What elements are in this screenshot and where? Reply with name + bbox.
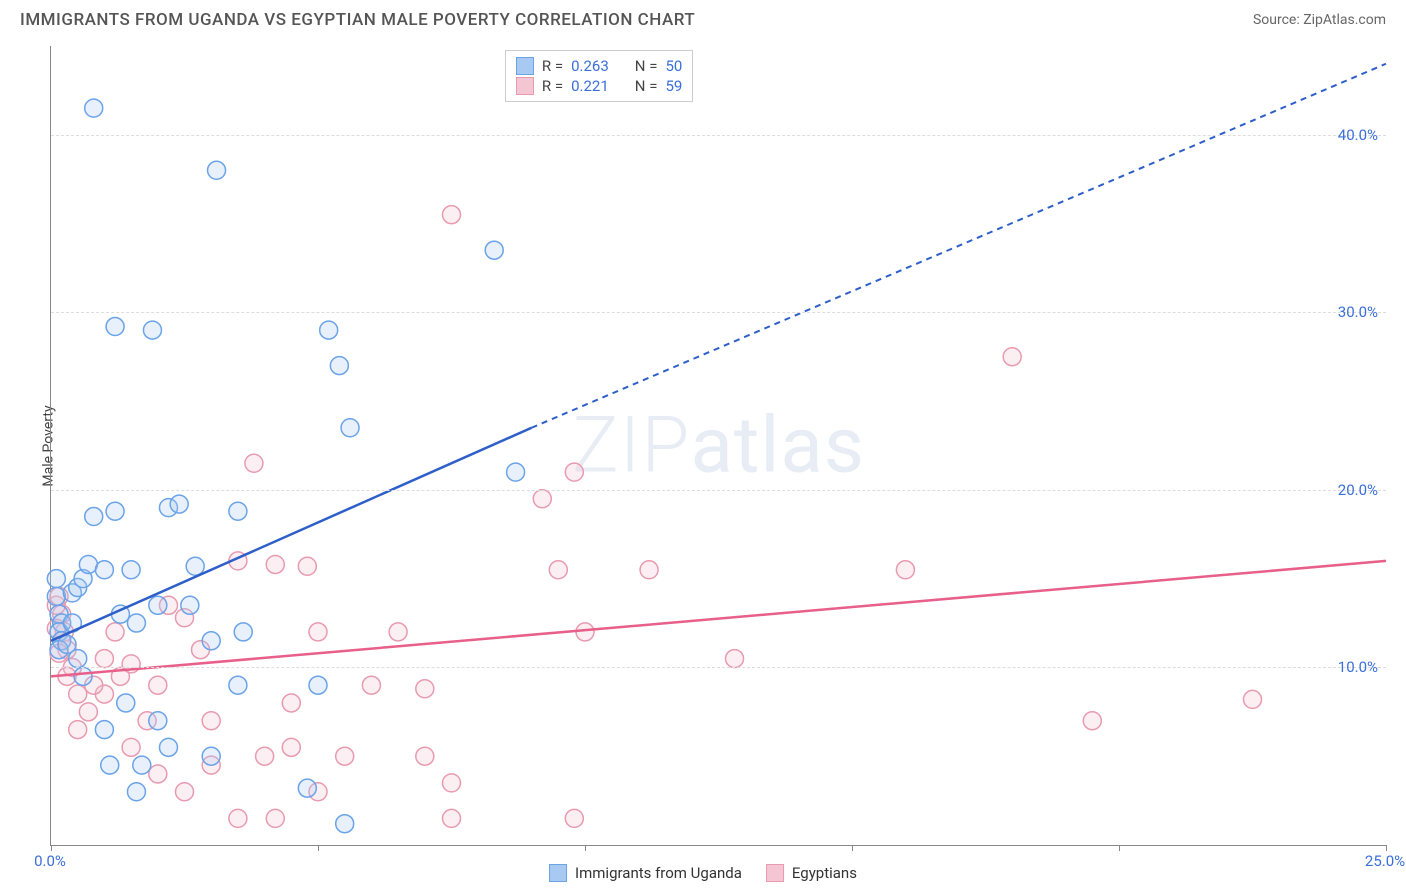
r-label: R = xyxy=(542,57,563,75)
source-attribution: Source: ZipAtlas.com xyxy=(1253,12,1386,28)
legend-swatch xyxy=(549,864,567,882)
y-tick-label: 40.0% xyxy=(1338,126,1378,144)
x-tick xyxy=(318,845,319,851)
legend-swatch xyxy=(516,77,534,95)
legend-label: Egyptians xyxy=(792,864,857,882)
x-tick xyxy=(852,845,853,851)
n-label: N = xyxy=(635,57,658,75)
n-value: 50 xyxy=(665,57,682,75)
y-tick-label: 10.0% xyxy=(1338,658,1378,676)
x-tick xyxy=(1386,845,1387,851)
chart-title: IMMIGRANTS FROM UGANDA VS EGYPTIAN MALE … xyxy=(20,10,695,30)
chart-plot-area: ZIPatlas R =0.263N =50R =0.221N =59 10.0… xyxy=(50,46,1386,846)
correlation-legend: R = 0.263 N = 50 R = 0.221 N = 59 xyxy=(505,50,693,102)
scatter-svg xyxy=(51,46,1386,845)
legend-item: Immigrants from Uganda xyxy=(549,864,742,882)
x-tick xyxy=(1119,845,1120,851)
x-tick-label: 25.0% xyxy=(1365,852,1405,870)
n-value: 59 xyxy=(665,77,682,95)
series-legend: Immigrants from Uganda Egyptians xyxy=(549,864,857,882)
legend-swatch xyxy=(766,864,784,882)
gridline xyxy=(51,667,1386,668)
x-tick xyxy=(585,845,586,851)
gridline xyxy=(51,312,1386,313)
x-tick-label: 0.0% xyxy=(34,852,66,870)
gridline xyxy=(51,135,1386,136)
legend-swatch xyxy=(516,57,534,75)
x-tick xyxy=(51,845,52,851)
r-value: 0.221 xyxy=(571,77,609,95)
n-label: N = xyxy=(635,77,658,95)
y-tick-label: 20.0% xyxy=(1338,481,1378,499)
legend-row: R = 0.221 N = 59 xyxy=(516,77,682,95)
legend-label: Immigrants from Uganda xyxy=(575,864,742,882)
r-value: 0.263 xyxy=(571,57,609,75)
gridline xyxy=(51,490,1386,491)
r-label: R = xyxy=(542,77,563,95)
legend-row: R = 0.263 N = 50 xyxy=(516,57,682,75)
legend-item: Egyptians xyxy=(766,864,857,882)
y-tick-label: 30.0% xyxy=(1338,303,1378,321)
